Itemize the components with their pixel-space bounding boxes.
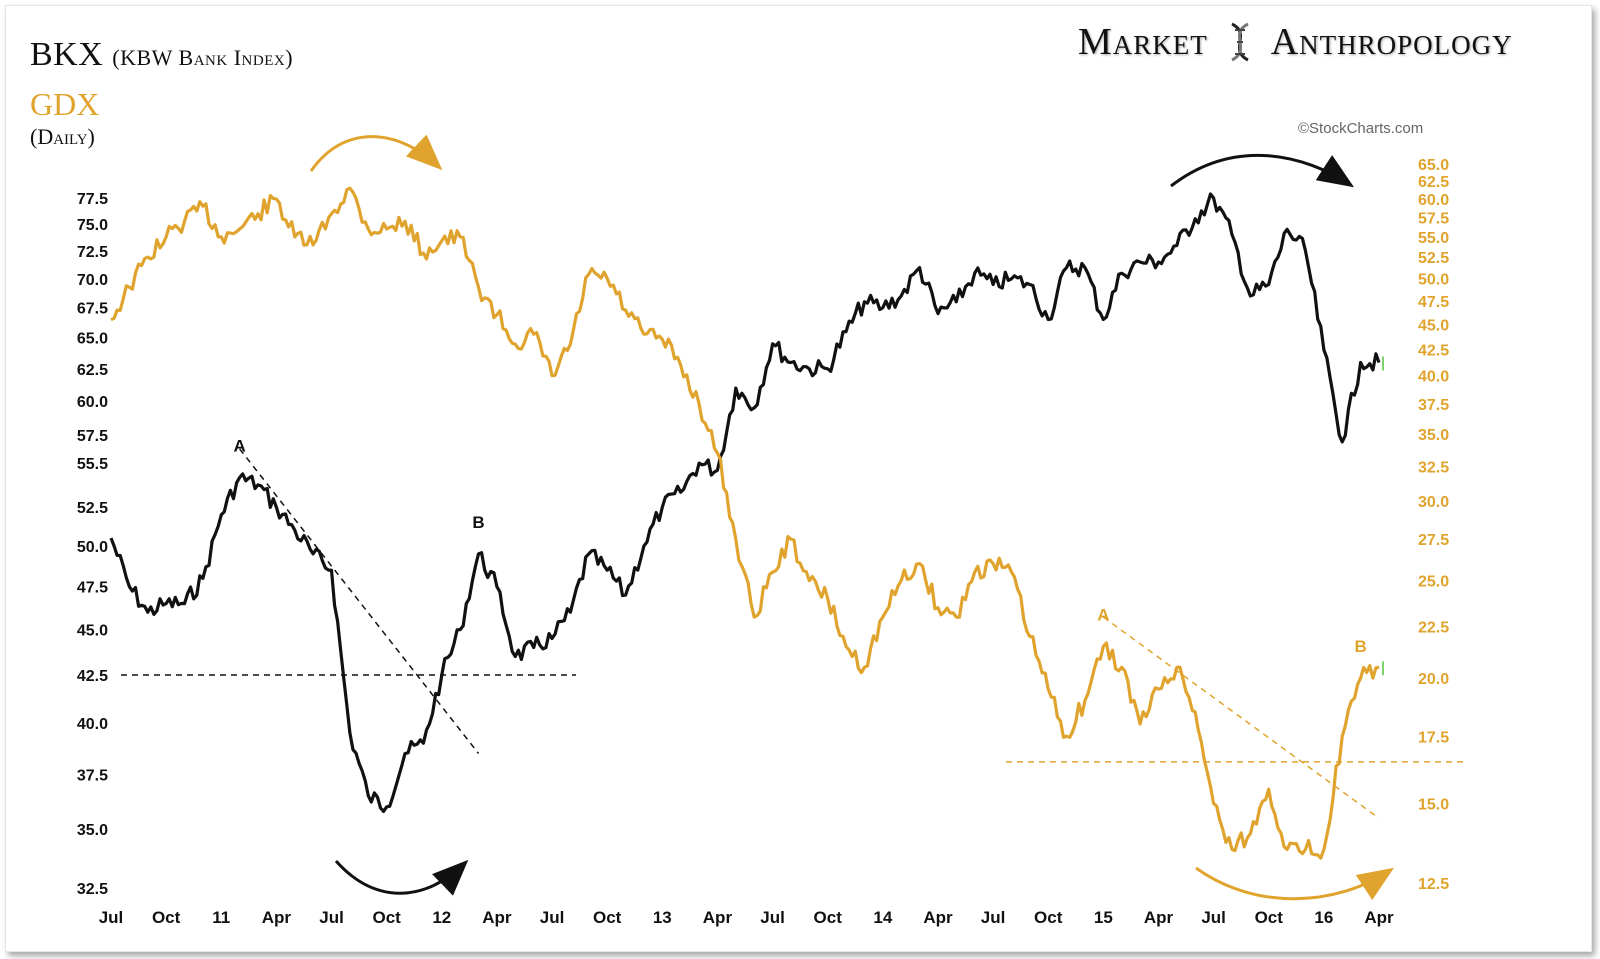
x-tick: 16 bbox=[1314, 908, 1333, 927]
x-tick: Jul bbox=[760, 908, 785, 927]
y-right-tick: 25.0 bbox=[1418, 574, 1449, 591]
y-left-tick: 72.5 bbox=[77, 244, 108, 261]
x-tick: Apr bbox=[703, 908, 733, 927]
y-right-tick: 45.0 bbox=[1418, 317, 1449, 334]
x-tick: 11 bbox=[212, 908, 230, 927]
x-tick: Oct bbox=[814, 908, 843, 927]
y-right-tick: 62.5 bbox=[1418, 174, 1449, 191]
secondary-series-label: GDX bbox=[30, 86, 100, 122]
x-tick: Jul bbox=[540, 908, 565, 927]
chart-frame: BKX (KBW Bank Index) GDX (Daily) Market … bbox=[5, 5, 1592, 952]
chart-title: BKX (KBW Bank Index) bbox=[30, 36, 293, 74]
y-left-tick: 47.5 bbox=[77, 580, 108, 597]
y-left-tick: 35.0 bbox=[77, 822, 108, 839]
x-tick: 14 bbox=[873, 908, 892, 927]
y-left-tick: 50.0 bbox=[77, 539, 108, 556]
gdx-series-line bbox=[110, 186, 1380, 860]
x-tick: Apr bbox=[1364, 908, 1394, 927]
wave-label-b-gdx: B bbox=[1354, 637, 1366, 656]
x-tick: 12 bbox=[432, 908, 451, 927]
x-tick: Oct bbox=[1034, 908, 1063, 927]
y-right-tick: 60.0 bbox=[1418, 192, 1449, 209]
y-left-tick: 62.5 bbox=[77, 362, 108, 379]
y-right-tick: 27.5 bbox=[1418, 532, 1449, 549]
x-tick: Jul bbox=[981, 908, 1006, 927]
bkx-bottom-arrow bbox=[334, 859, 469, 896]
y-right-tick: 15.0 bbox=[1418, 796, 1449, 813]
y-left-tick: 77.5 bbox=[77, 191, 108, 208]
gdx-bottom-arrow bbox=[1195, 866, 1395, 901]
dna-helix-icon bbox=[1218, 22, 1262, 62]
y-right-tick: 42.5 bbox=[1418, 342, 1449, 359]
y-right-tick: 12.5 bbox=[1418, 876, 1449, 893]
period-label: (Daily) bbox=[30, 124, 95, 149]
y-left-tick: 37.5 bbox=[77, 767, 108, 784]
y-right-tick: 57.5 bbox=[1418, 210, 1449, 227]
bkx-top-arrow bbox=[1170, 153, 1355, 188]
y-right-tick: 32.5 bbox=[1418, 459, 1449, 476]
x-tick: Jul bbox=[1201, 908, 1226, 927]
x-tick: Oct bbox=[372, 908, 401, 927]
title-subtitle: (KBW Bank Index) bbox=[112, 45, 294, 70]
wave-label-a-gdx: A bbox=[1097, 605, 1109, 624]
y-right-tick: 20.0 bbox=[1418, 671, 1449, 688]
y-right-tick: 55.0 bbox=[1418, 230, 1449, 247]
y-left-tick: 52.5 bbox=[77, 500, 108, 517]
title-ticker: BKX bbox=[30, 36, 104, 73]
y-right-tick: 47.5 bbox=[1418, 294, 1449, 311]
x-tick: Oct bbox=[1255, 908, 1284, 927]
y-right-tick: 50.0 bbox=[1418, 271, 1449, 288]
y-left-tick: 57.5 bbox=[77, 428, 108, 445]
x-tick: Apr bbox=[1144, 908, 1174, 927]
bkx-trendline-line bbox=[239, 448, 480, 754]
brand-logo: Market Anthropology bbox=[1078, 20, 1513, 64]
x-tick: Apr bbox=[482, 908, 512, 927]
x-tick: Jul bbox=[99, 908, 124, 927]
x-tick: 13 bbox=[653, 908, 672, 927]
y-right-tick: 37.5 bbox=[1418, 397, 1449, 414]
y-left-tick: 42.5 bbox=[77, 668, 108, 685]
y-left-tick: 32.5 bbox=[77, 881, 108, 898]
y-right-tick: 30.0 bbox=[1418, 494, 1449, 511]
y-right-tick: 22.5 bbox=[1418, 620, 1449, 637]
gdx-trendline-line bbox=[1102, 616, 1380, 819]
y-right-tick: 17.5 bbox=[1418, 729, 1449, 746]
x-tick: Apr bbox=[923, 908, 953, 927]
credit-label: ©StockCharts.com bbox=[1298, 120, 1424, 137]
x-tick: Oct bbox=[593, 908, 622, 927]
price-chart: 77.575.072.570.067.565.062.560.057.555.5… bbox=[77, 134, 1466, 927]
bkx-series-line bbox=[109, 192, 1381, 813]
wave-label-a-bkx: A bbox=[233, 437, 245, 456]
y-left-tick: 45.0 bbox=[77, 623, 108, 640]
x-tick: Oct bbox=[152, 908, 181, 927]
y-right-tick: 52.5 bbox=[1418, 250, 1449, 267]
y-left-tick: 65.0 bbox=[77, 331, 108, 348]
y-left-tick: 55.5 bbox=[77, 456, 108, 473]
wave-label-b-bkx: B bbox=[472, 513, 484, 532]
y-left-tick: 67.5 bbox=[77, 301, 108, 318]
brand-right: Anthropology bbox=[1270, 21, 1513, 63]
y-left-tick: 60.0 bbox=[77, 394, 108, 411]
y-right-tick: 65.0 bbox=[1418, 157, 1449, 174]
y-left-tick: 75.0 bbox=[77, 217, 108, 234]
gdx-top-arrow bbox=[309, 134, 443, 172]
y-right-tick: 40.0 bbox=[1418, 369, 1449, 386]
y-right-tick: 35.0 bbox=[1418, 427, 1449, 444]
x-tick: 15 bbox=[1094, 908, 1113, 927]
brand-left: Market bbox=[1078, 21, 1208, 63]
y-left-tick: 40.0 bbox=[77, 716, 108, 733]
x-tick: Jul bbox=[319, 908, 344, 927]
y-left-tick: 70.0 bbox=[77, 272, 108, 289]
x-tick: Apr bbox=[262, 908, 292, 927]
